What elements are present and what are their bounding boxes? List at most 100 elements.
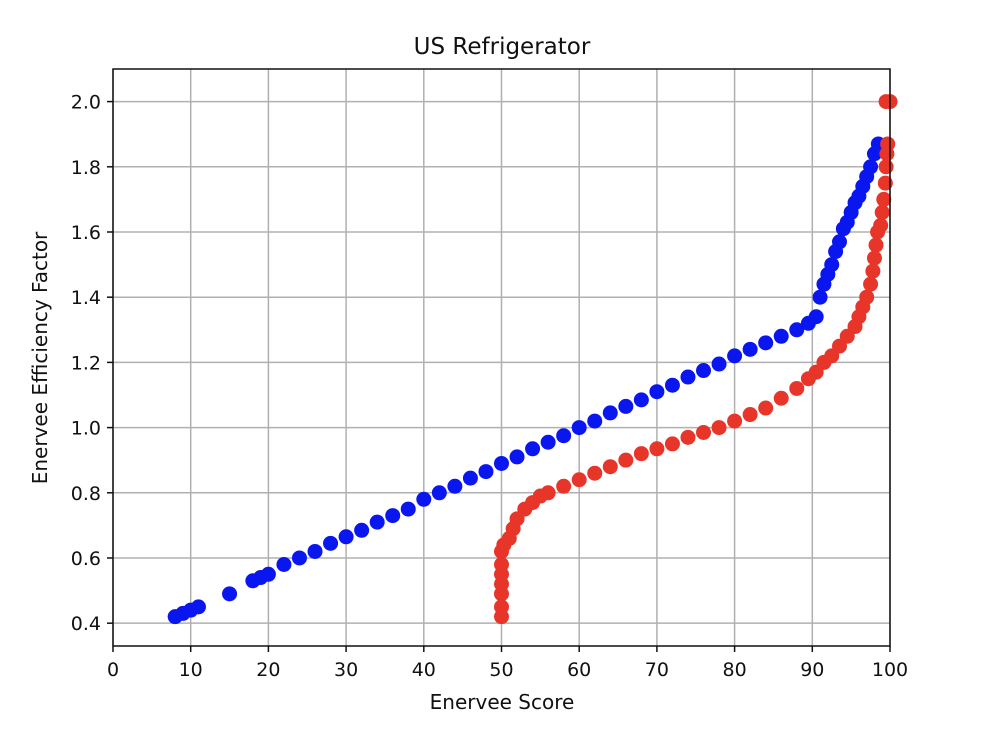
x-tick-label: 50 [489, 659, 513, 681]
scatter-point [190, 599, 206, 615]
scatter-point [758, 335, 774, 351]
y-tick-label: 1.2 [71, 352, 101, 374]
scatter-point [808, 309, 824, 325]
scatter-point [509, 449, 525, 465]
scatter-point [680, 369, 696, 385]
scatter-point [354, 522, 370, 538]
data-points [167, 94, 898, 625]
x-tick-label: 70 [645, 659, 669, 681]
scatter-point [447, 478, 463, 494]
x-tick-label: 0 [107, 659, 119, 681]
scatter-point [865, 263, 881, 279]
scatter-point [276, 557, 292, 573]
scatter-point [525, 441, 541, 457]
scatter-point [400, 501, 416, 517]
scatter-point [868, 237, 884, 253]
scatter-point [494, 557, 509, 573]
scatter-point [633, 392, 649, 408]
scatter-point [602, 459, 618, 475]
scatter-point [478, 464, 494, 480]
series-1-points [167, 136, 886, 625]
scatter-point [727, 413, 743, 429]
x-tick-label: 30 [334, 659, 358, 681]
scatter-point [680, 429, 696, 445]
scatter-point [742, 407, 758, 423]
scatter-point [789, 322, 805, 338]
scatter-point [664, 377, 680, 393]
scatter-point [540, 434, 556, 450]
x-tick-label: 10 [179, 659, 203, 681]
scatter-point [727, 348, 743, 364]
scatter-point [571, 472, 587, 488]
y-tick-label: 0.6 [71, 548, 101, 570]
scatter-point [385, 508, 401, 524]
scatter-point [416, 491, 432, 507]
chart-title: US Refrigerator [414, 34, 591, 60]
scatter-point [758, 400, 774, 416]
x-tick-label: 80 [723, 659, 747, 681]
scatter-point [587, 413, 603, 429]
x-axis-label: Enervee Score [430, 690, 575, 714]
scatter-point [556, 478, 572, 494]
y-tick-label: 2.0 [71, 92, 101, 114]
y-tick-label: 1.4 [71, 287, 101, 309]
scatter-point [462, 470, 478, 486]
scatter-point [633, 446, 649, 462]
scatter-point [587, 465, 603, 481]
y-tick-label: 0.8 [71, 483, 101, 505]
scatter-point [664, 436, 680, 452]
x-tick-label: 90 [800, 659, 824, 681]
scatter-point [307, 543, 323, 559]
x-tick-label: 60 [567, 659, 591, 681]
scatter-point [369, 514, 385, 530]
scatter-point [874, 204, 890, 220]
scatter-point [696, 363, 712, 379]
scatter-point [431, 485, 447, 501]
scatter-point [773, 390, 789, 406]
x-axis-ticks: 0 10 20 30 40 50 60 70 80 90 100 [107, 646, 908, 681]
scatter-point [571, 420, 587, 436]
scatter-point [556, 428, 572, 444]
scatter-point [789, 380, 805, 396]
scatter-point [742, 341, 758, 357]
x-tick-label: 40 [412, 659, 436, 681]
scatter-point [291, 550, 307, 566]
scatter-point [873, 217, 889, 233]
y-tick-label: 1.8 [71, 157, 101, 179]
scatter-point [618, 452, 634, 468]
scatter-point [831, 234, 847, 250]
y-axis-label: Enervee Efficiency Factor [28, 231, 52, 484]
scatter-point [859, 289, 875, 305]
scatter-point [866, 250, 882, 266]
scatter-point [696, 424, 712, 440]
scatter-point [711, 356, 727, 372]
scatter-point [494, 455, 509, 471]
scatter-point [602, 405, 618, 421]
scatter-point [877, 175, 893, 191]
scatter-point [494, 599, 509, 615]
y-axis-ticks: 0.4 0.6 0.8 1.0 1.2 1.4 1.6 1.8 2.0 [71, 92, 113, 635]
y-tick-label: 1.6 [71, 222, 101, 244]
scatter-point [618, 398, 634, 414]
scatter-point [880, 136, 896, 152]
y-tick-label: 0.4 [71, 613, 101, 635]
scatter-point [878, 159, 894, 175]
scatter-point [323, 535, 339, 551]
scatter-point [824, 257, 840, 273]
scatter-point [773, 328, 789, 344]
scatter-point [338, 529, 354, 545]
scatter-point [540, 485, 556, 501]
scatter-point [863, 159, 879, 175]
scatter-point [812, 289, 828, 305]
scatter-point [711, 420, 727, 436]
scatter-point [649, 384, 665, 400]
scatter-point [260, 566, 276, 582]
y-tick-label: 1.0 [71, 418, 101, 440]
series-2-points [494, 94, 898, 625]
x-tick-label: 100 [872, 659, 908, 681]
scatter-point [222, 586, 238, 602]
x-tick-label: 20 [256, 659, 280, 681]
scatter-point [649, 441, 665, 457]
